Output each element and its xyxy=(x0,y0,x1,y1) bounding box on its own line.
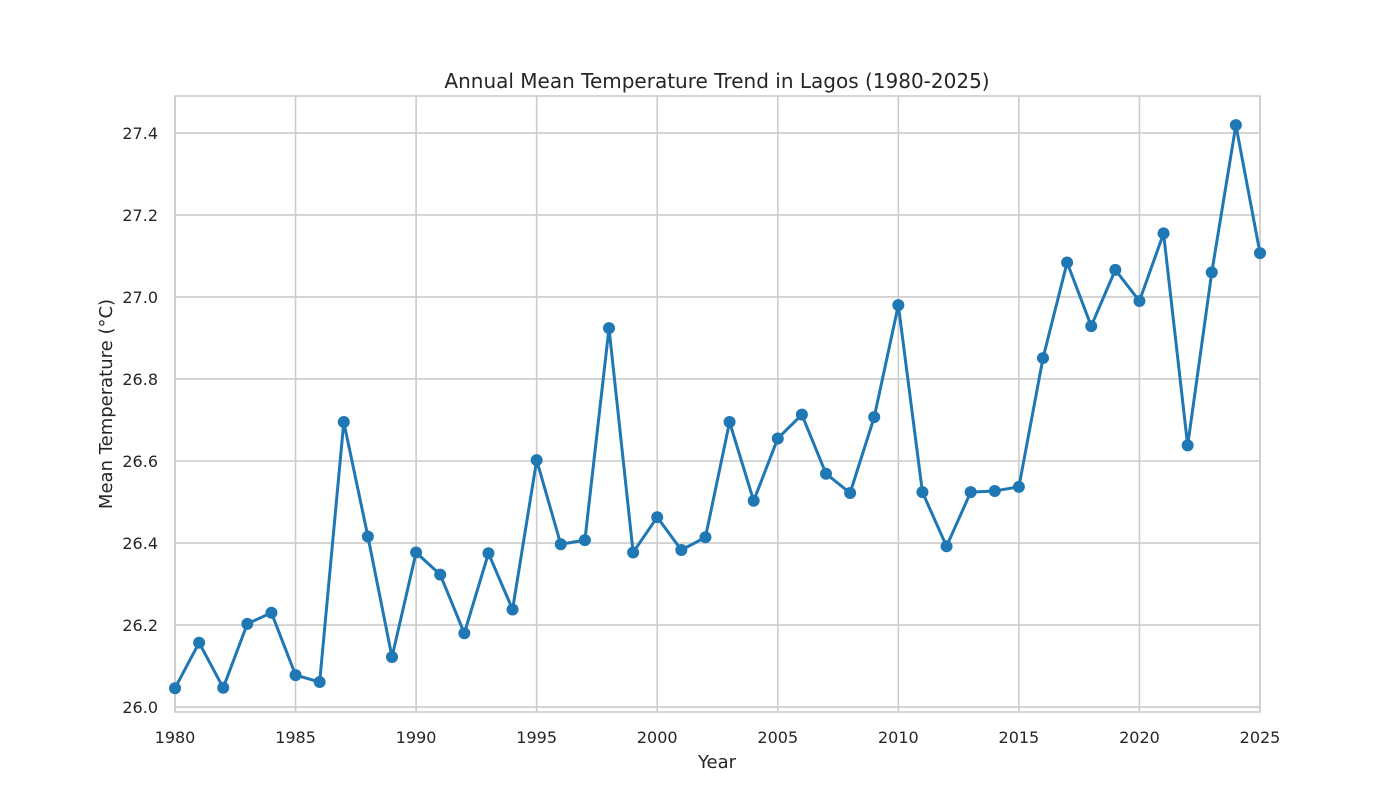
x-axis-label: Year xyxy=(697,752,737,773)
series-line xyxy=(173,123,1262,690)
y-tick-label: 27.0 xyxy=(122,288,158,307)
data-point xyxy=(771,432,784,445)
data-point xyxy=(1205,266,1218,279)
data-point xyxy=(169,682,181,695)
y-axis-ticks: 26.0 26.2 26.4 26.6 26.8 27.0 27.2 27.4 xyxy=(122,124,158,717)
grid xyxy=(174,96,1261,712)
data-point xyxy=(482,547,495,560)
x-tick-label: 2015 xyxy=(999,728,1040,747)
data-point xyxy=(820,467,832,480)
data-point xyxy=(747,494,760,507)
data-point xyxy=(1157,227,1170,240)
data-point xyxy=(1254,247,1266,260)
x-tick-label: 1990 xyxy=(396,728,437,747)
x-tick-label: 1980 xyxy=(155,728,196,747)
data-point xyxy=(988,484,1001,497)
data-point xyxy=(1061,256,1074,269)
data-point xyxy=(361,530,374,543)
x-axis-ticks: 1980 1985 1990 1995 2000 2005 2010 2015 2020 2025 xyxy=(155,728,1281,747)
x-tick-label: 2025 xyxy=(1240,728,1281,747)
data-point xyxy=(1181,439,1194,452)
data-point xyxy=(675,544,688,557)
data-point xyxy=(940,540,953,553)
data-point xyxy=(578,534,591,547)
y-tick-label: 26.2 xyxy=(122,616,158,635)
chart-title: Annual Mean Temperature Trend in Lagos (… xyxy=(444,69,989,93)
data-point xyxy=(410,546,423,559)
data-point xyxy=(313,676,326,689)
data-point xyxy=(1133,295,1146,308)
data-point xyxy=(844,486,857,499)
data-point xyxy=(699,531,712,544)
y-tick-label: 27.2 xyxy=(122,206,158,225)
y-axis-label: Mean Temperature (°C) xyxy=(96,299,117,509)
y-tick-label: 26.8 xyxy=(122,370,158,389)
data-point xyxy=(1085,320,1098,333)
data-point xyxy=(217,681,230,694)
data-point xyxy=(337,416,350,429)
plot-area-frame xyxy=(174,95,1261,713)
data-point xyxy=(458,627,471,640)
x-tick-label: 1985 xyxy=(275,728,316,747)
data-point xyxy=(1037,352,1049,365)
data-point xyxy=(506,603,519,616)
data-point xyxy=(265,606,278,619)
data-point xyxy=(1012,480,1025,493)
data-point xyxy=(386,651,398,664)
data-point xyxy=(554,538,567,551)
y-tick-label: 27.4 xyxy=(122,124,158,143)
data-point xyxy=(868,411,881,424)
y-tick-label: 26.0 xyxy=(122,698,158,717)
y-tick-label: 26.4 xyxy=(122,534,158,553)
data-point xyxy=(723,416,736,429)
data-point xyxy=(1109,263,1122,276)
x-tick-label: 2005 xyxy=(757,728,798,747)
data-point xyxy=(1229,119,1242,132)
data-point xyxy=(627,546,640,559)
series-mean-temperature xyxy=(169,119,1266,695)
data-point xyxy=(892,299,905,312)
data-point xyxy=(916,486,929,499)
data-point xyxy=(651,511,664,524)
data-point xyxy=(530,454,543,467)
x-tick-label: 2010 xyxy=(878,728,919,747)
data-point xyxy=(795,408,808,421)
x-tick-label: 1995 xyxy=(516,728,557,747)
data-point xyxy=(964,486,977,499)
data-point xyxy=(193,636,206,649)
x-tick-label: 2020 xyxy=(1119,728,1160,747)
data-point xyxy=(241,617,254,630)
y-tick-label: 26.6 xyxy=(122,452,158,471)
data-point xyxy=(289,669,302,682)
data-point xyxy=(434,568,447,581)
x-tick-label: 2000 xyxy=(637,728,678,747)
data-point xyxy=(603,322,615,335)
